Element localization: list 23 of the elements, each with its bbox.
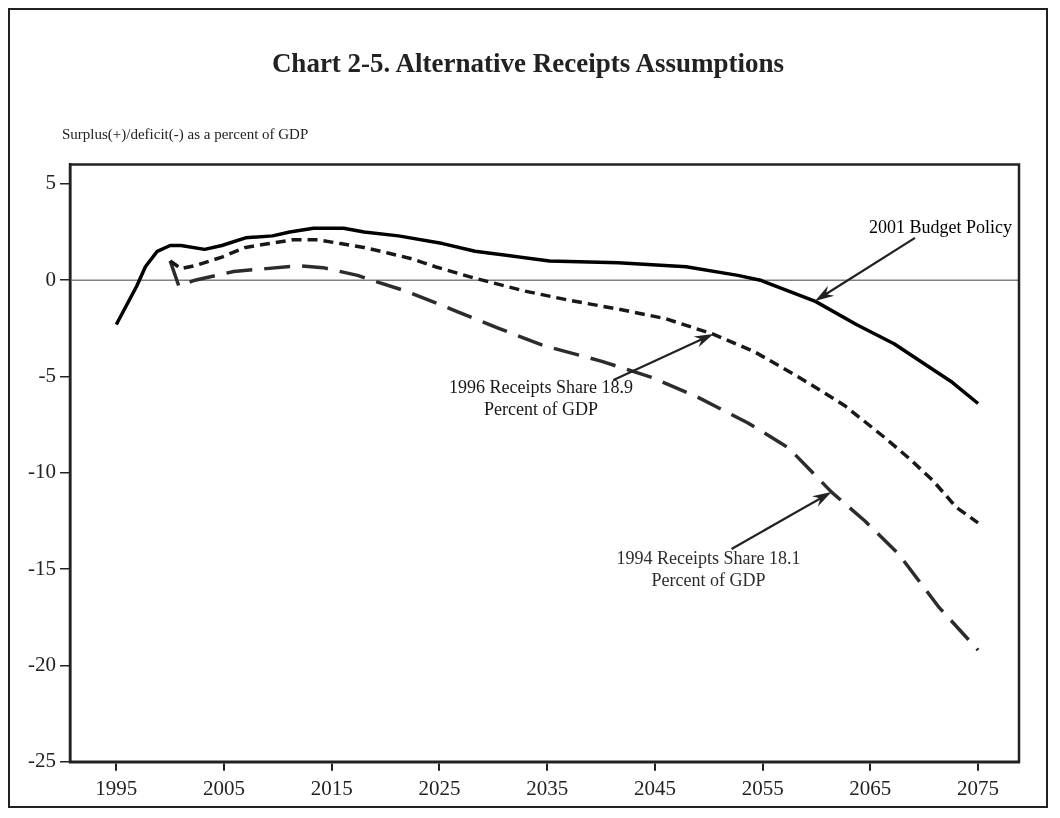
y-tick-label: 5 bbox=[45, 170, 56, 195]
x-tick-label: 2005 bbox=[203, 775, 246, 800]
y-tick-label: -25 bbox=[27, 748, 56, 773]
line-series bbox=[168, 259, 980, 652]
y-tick-label: -5 bbox=[38, 363, 56, 388]
text: 1994 Receipts Share 18.1 Percent of GDP bbox=[616, 547, 801, 592]
y-tick-label: -10 bbox=[27, 459, 56, 484]
x-tick-label: 2035 bbox=[526, 775, 569, 800]
x-tick-label: 2045 bbox=[633, 775, 676, 800]
x-tick-label: 1995 bbox=[95, 775, 138, 800]
line-series bbox=[168, 237, 980, 525]
x-tick-label: 2075 bbox=[957, 775, 1000, 800]
text: 1996 Receipts Share 18.9 Percent of GDP bbox=[449, 376, 634, 421]
y-tick-label: -15 bbox=[27, 555, 56, 580]
x-tick-label: 2065 bbox=[849, 775, 892, 800]
y-tick-label: -20 bbox=[27, 651, 56, 676]
x-tick-label: 2055 bbox=[741, 775, 784, 800]
y-tick-label: 0 bbox=[45, 266, 56, 291]
chart-title: Chart 2-5. Alternative Receipts Assumptions bbox=[270, 48, 786, 79]
y-axis-title: Surplus(+)/deficit(-) as a percent of GDP bbox=[62, 126, 309, 143]
x-tick-label: 2025 bbox=[418, 775, 461, 800]
text: 2001 Budget Policy bbox=[868, 216, 1012, 239]
x-tick-label: 2015 bbox=[310, 775, 353, 800]
